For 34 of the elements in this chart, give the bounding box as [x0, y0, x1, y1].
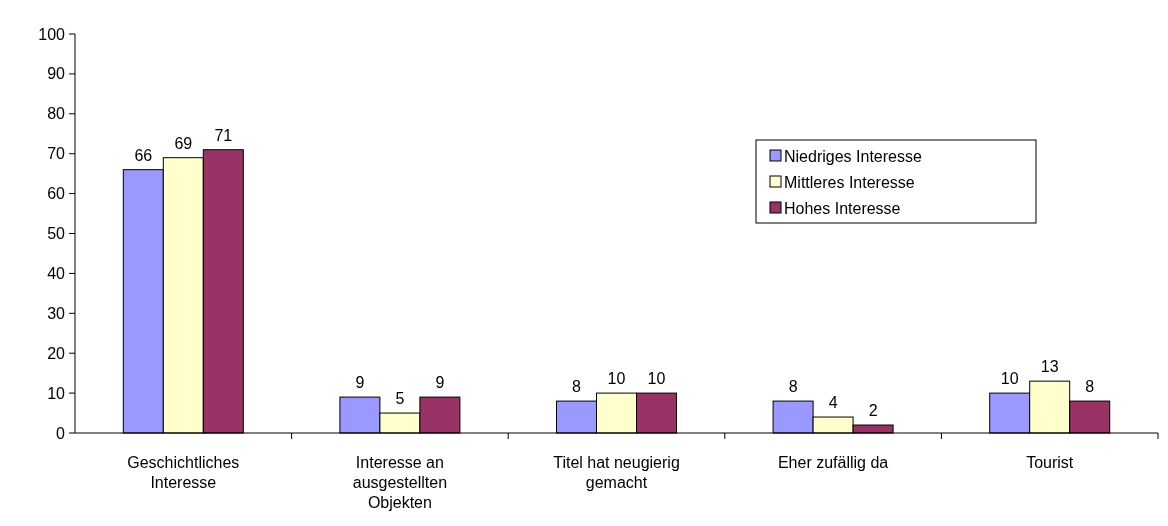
- y-tick-label: 40: [47, 264, 66, 282]
- data-label: 10: [1000, 370, 1019, 388]
- legend-label: Niedriges Interesse: [784, 148, 922, 165]
- y-tick-label: 100: [38, 25, 66, 43]
- y-tick-label: 60: [47, 185, 66, 203]
- data-label: 2: [868, 402, 878, 420]
- data-label: 8: [788, 378, 798, 396]
- y-tick-label: 10: [47, 384, 66, 402]
- data-label: 66: [134, 146, 153, 164]
- y-tick-label: 0: [56, 424, 66, 442]
- data-label: 69: [174, 134, 193, 152]
- data-label: 8: [572, 378, 582, 396]
- y-tick-label: 30: [47, 304, 66, 322]
- x-tick-label: Eher zufällig da: [777, 454, 889, 471]
- x-tick-label: Geschichtliches Interesse: [127, 454, 240, 491]
- x-tick-label: Tourist: [1026, 454, 1074, 471]
- data-label: 4: [828, 394, 838, 412]
- legend-label: Hohes Interesse: [784, 200, 901, 217]
- data-label: 10: [607, 370, 626, 388]
- y-tick-label: 50: [47, 225, 66, 242]
- legend-label: Mittleres Interesse: [784, 174, 915, 191]
- data-label: 5: [395, 390, 405, 408]
- x-tick-label: Interesse an ausgestellten Objekten: [352, 454, 448, 511]
- y-tick-label: 90: [47, 65, 66, 83]
- y-tick-label: 80: [47, 105, 66, 123]
- data-label: 9: [435, 374, 445, 392]
- data-label: 9: [355, 374, 365, 392]
- data-label: 8: [1085, 378, 1095, 396]
- y-tick-label: 20: [47, 344, 66, 362]
- x-tick-label: Titel hat neugierig gemacht: [553, 454, 680, 491]
- y-tick-label: 70: [47, 145, 66, 163]
- data-label: 71: [214, 126, 233, 144]
- data-label: 10: [647, 370, 666, 388]
- data-label: 13: [1040, 358, 1059, 376]
